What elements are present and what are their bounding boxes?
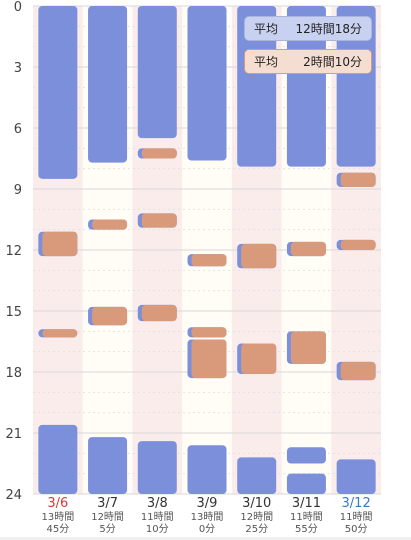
x-total-minutes-label: 5分 <box>99 523 115 535</box>
sleep-bar <box>286 6 326 167</box>
x-total-minutes-label: 0分 <box>199 523 215 535</box>
sleep-bar <box>187 6 227 161</box>
awake-bar <box>191 254 227 267</box>
y-tick-label: 12 <box>5 244 22 259</box>
x-total-hours-label: 13時間 <box>41 511 74 523</box>
average-awake-value: 2時間10分 <box>303 55 362 69</box>
average-awake-label: 平均 <box>254 55 279 69</box>
sleep-bar <box>286 473 326 494</box>
x-total-hours-label: 12時間 <box>91 511 124 523</box>
bottom-divider <box>0 537 411 540</box>
x-total-hours-label: 12時間 <box>240 511 273 523</box>
average-sleep-value: 12時間18分 <box>295 22 362 36</box>
y-tick-label: 9 <box>14 183 22 198</box>
awake-bar <box>241 343 277 375</box>
average-awake-legend: 平均 2時間10分 <box>244 49 372 74</box>
x-total-hours-label: 11時間 <box>340 511 373 523</box>
sleep-bar <box>137 441 177 494</box>
x-total-minutes-label: 25分 <box>245 523 268 535</box>
sleep-bar <box>286 447 326 464</box>
x-date-label: 3/11 <box>292 496 321 511</box>
awake-bar <box>141 148 177 159</box>
x-date-label: 3/9 <box>197 496 218 511</box>
awake-bar <box>241 243 277 269</box>
sleep-bar <box>88 437 128 494</box>
y-tick-label: 6 <box>14 122 22 137</box>
sleep-bar <box>88 6 128 163</box>
sleep-bar <box>336 459 376 494</box>
x-date-label: 3/6 <box>47 496 68 511</box>
y-tick-label: 18 <box>5 366 22 381</box>
sleep-bar <box>38 424 78 494</box>
awake-bar <box>340 172 376 187</box>
x-date-label: 3/8 <box>147 496 168 511</box>
y-tick-label: 21 <box>5 427 22 442</box>
awake-bar <box>340 361 376 381</box>
average-sleep-label: 平均 <box>254 22 279 36</box>
sleep-bar <box>187 445 227 494</box>
y-tick-label: 3 <box>14 61 22 76</box>
awake-bar <box>191 339 227 379</box>
x-total-hours-label: 11時間 <box>141 511 174 523</box>
awake-bar <box>92 219 128 230</box>
awake-bar <box>42 329 78 338</box>
y-tick-label: 15 <box>5 305 22 320</box>
x-date-label: 3/12 <box>342 496 371 511</box>
sleep-bar <box>38 6 78 179</box>
x-total-minutes-label: 55分 <box>295 523 318 535</box>
x-date-label: 3/10 <box>242 496 271 511</box>
average-sleep-legend: 平均 12時間18分 <box>244 16 372 41</box>
x-total-hours-label: 13時間 <box>191 511 224 523</box>
x-total-minutes-label: 10分 <box>146 523 169 535</box>
awake-bar <box>141 304 177 322</box>
awake-bar <box>290 331 326 364</box>
x-total-hours-label: 11時間 <box>290 511 323 523</box>
x-total-minutes-label: 50分 <box>345 523 368 535</box>
awake-bar <box>290 241 326 257</box>
y-tick-label: 24 <box>5 488 22 503</box>
sleep-bar <box>237 6 277 167</box>
awake-bar <box>92 306 128 326</box>
x-date-label: 3/7 <box>97 496 118 511</box>
sleep-bar <box>336 6 376 167</box>
awake-bar <box>191 327 227 338</box>
sleep-bar <box>137 6 177 139</box>
x-total-minutes-label: 45分 <box>46 523 69 535</box>
awake-bar <box>340 239 376 250</box>
sleep-bar <box>237 457 277 494</box>
awake-bar <box>141 213 177 228</box>
awake-bar <box>42 231 78 257</box>
y-tick-label: 0 <box>14 0 22 15</box>
